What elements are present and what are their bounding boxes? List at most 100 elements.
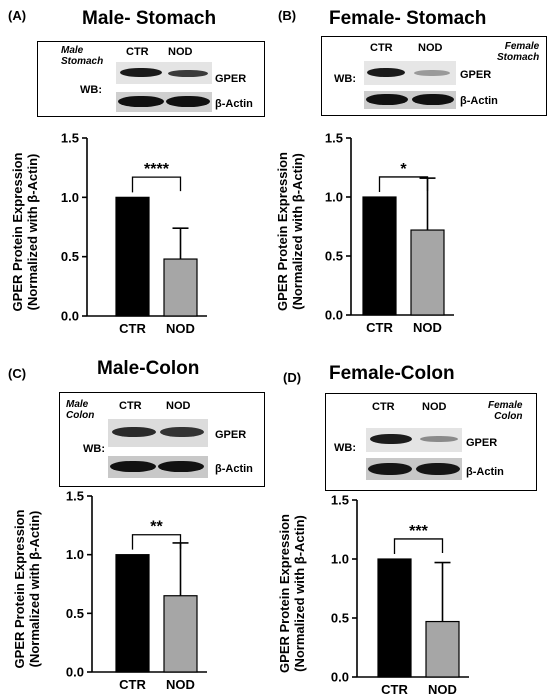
panel-label: (A) bbox=[8, 8, 27, 23]
actin-band-ctr bbox=[110, 461, 156, 472]
x-tick-label: CTR bbox=[366, 320, 393, 335]
y-tick-label: 1.0 bbox=[325, 190, 343, 205]
nod-lane-label: NOD bbox=[422, 401, 447, 413]
actin-band-nod bbox=[158, 461, 204, 472]
y-axis-title: GPER Protein Expression bbox=[12, 509, 27, 668]
y-axis-subtitle: (Normalized with β-Actin) bbox=[27, 511, 42, 668]
significance-stars: * bbox=[400, 161, 407, 178]
actin-band-ctr bbox=[118, 96, 164, 107]
actin-band-nod bbox=[412, 94, 454, 105]
nod-lane-label: NOD bbox=[166, 400, 191, 412]
y-tick-label: 1.0 bbox=[331, 552, 349, 567]
y-axis-title: GPER Protein Expression bbox=[10, 152, 25, 311]
y-axis-subtitle: (Normalized with β-Actin) bbox=[290, 153, 305, 310]
wb-label: WB: bbox=[83, 443, 105, 455]
actin-label: β-Actin bbox=[466, 466, 504, 478]
gper-label: GPER bbox=[460, 69, 492, 81]
western-blot: Male Stomach CTR NOD WB: GPER β-Actin bbox=[37, 41, 265, 117]
y-tick-label: 1.5 bbox=[66, 489, 84, 504]
western-blot: Male Colon CTR NOD WB: GPER β-Actin bbox=[59, 392, 265, 487]
western-blot: CTR NOD Female Stomach WB: GPER β-Actin bbox=[321, 36, 547, 116]
tissue-label: Male Stomach bbox=[61, 45, 104, 67]
tissue-label: Male Colon bbox=[66, 399, 95, 421]
significance-stars: **** bbox=[144, 161, 170, 178]
y-tick-label: 0.0 bbox=[325, 308, 343, 323]
y-tick-label: 1.5 bbox=[61, 131, 79, 146]
significance-bracket bbox=[131, 534, 182, 550]
panel-title: Male- Stomach bbox=[82, 8, 217, 29]
significance-bracket bbox=[393, 538, 444, 554]
x-tick-label: CTR bbox=[119, 677, 146, 692]
ctr-lane-label: CTR bbox=[126, 46, 149, 58]
y-tick-label: 1.0 bbox=[66, 547, 84, 562]
panel-d: (D) Female-Colon CTR NOD Female Colon WB:… bbox=[275, 348, 550, 695]
bar-ctr bbox=[115, 196, 150, 317]
actin-band-ctr bbox=[366, 94, 408, 105]
bar-chart: 0.0 0.5 1.0 1.5 GPER Protein Expression (Norm… bbox=[277, 493, 469, 695]
bar-chart: 0.0 0.5 1.0 1.5 GPER Protein Expression (Norm… bbox=[10, 131, 207, 336]
y-tick-label: 1.0 bbox=[61, 190, 79, 205]
nod-lane-label: NOD bbox=[418, 42, 443, 54]
actin-label: β-Actin bbox=[460, 95, 498, 107]
bar-ctr bbox=[362, 196, 397, 316]
bar-chart: 0.0 0.5 1.0 1.5 GPER Protein Expression (Norm… bbox=[275, 131, 454, 335]
panel-b: (B) Female- Stomach CTR NOD Female Stomac… bbox=[275, 0, 550, 347]
actin-label: β-Actin bbox=[215, 98, 253, 110]
gper-label: GPER bbox=[215, 73, 247, 85]
tissue-label: Female Colon bbox=[488, 400, 523, 422]
gper-band-nod bbox=[160, 427, 204, 437]
actin-label: β-Actin bbox=[215, 463, 253, 475]
western-blot: CTR NOD Female Colon WB: GPER β-Actin bbox=[325, 393, 537, 491]
y-axis-title: GPER Protein Expression bbox=[277, 514, 292, 673]
bar-ctr bbox=[115, 554, 150, 673]
y-tick-label: 0.5 bbox=[331, 611, 349, 626]
bar-ctr bbox=[377, 558, 412, 678]
y-axis-title: GPER Protein Expression bbox=[275, 152, 290, 311]
panel-a: (A) Male- Stomach Male Stomach CTR NOD WB… bbox=[0, 0, 275, 347]
significance-stars: *** bbox=[409, 523, 428, 540]
gper-label: GPER bbox=[215, 429, 247, 441]
y-tick-label: 0.0 bbox=[331, 670, 349, 685]
panel-label: (B) bbox=[278, 8, 297, 23]
wb-label: WB: bbox=[334, 73, 356, 85]
bar-nod bbox=[425, 620, 460, 678]
gper-band-ctr bbox=[112, 427, 156, 437]
panel-title: Female- Stomach bbox=[329, 8, 487, 29]
y-tick-label: 1.5 bbox=[331, 493, 349, 508]
gper-band-nod bbox=[414, 70, 450, 76]
wb-label: WB: bbox=[334, 442, 356, 454]
bar-nod bbox=[163, 595, 198, 673]
y-tick-label: 0.0 bbox=[61, 309, 79, 324]
y-axis-subtitle: (Normalized with β-Actin) bbox=[292, 515, 307, 672]
panel-title: Male-Colon bbox=[97, 358, 200, 379]
significance-stars: ** bbox=[150, 519, 163, 536]
actin-band-ctr bbox=[368, 463, 412, 475]
gper-band-nod bbox=[168, 70, 208, 77]
x-tick-label: NOD bbox=[166, 677, 195, 692]
panel-title: Female-Colon bbox=[329, 363, 455, 384]
x-tick-label: CTR bbox=[119, 321, 146, 336]
tissue-label: Female Stomach bbox=[497, 41, 540, 63]
ctr-lane-label: CTR bbox=[372, 401, 395, 413]
significance-bracket bbox=[378, 176, 429, 192]
gper-band-ctr bbox=[370, 434, 412, 444]
x-tick-label: NOD bbox=[413, 320, 442, 335]
y-tick-label: 0.0 bbox=[66, 665, 84, 680]
y-tick-label: 0.5 bbox=[66, 606, 84, 621]
gper-blot-strip bbox=[116, 62, 212, 84]
actin-band-nod bbox=[416, 463, 460, 475]
gper-label: GPER bbox=[466, 437, 498, 449]
x-tick-label: NOD bbox=[166, 321, 195, 336]
gper-band-nod bbox=[420, 436, 458, 442]
y-tick-label: 1.5 bbox=[325, 131, 343, 146]
ctr-lane-label: CTR bbox=[370, 42, 393, 54]
y-tick-label: 0.5 bbox=[325, 249, 343, 264]
y-axis-subtitle: (Normalized with β-Actin) bbox=[25, 154, 40, 311]
gper-band-ctr bbox=[367, 68, 405, 77]
panel-label: (C) bbox=[8, 366, 27, 381]
panel-c: (C) Male-Colon Male Colon CTR NOD WB: GPE… bbox=[0, 348, 275, 695]
bar-nod bbox=[410, 229, 445, 316]
y-tick-label: 0.5 bbox=[61, 249, 79, 264]
bar-chart: 0.0 0.5 1.0 1.5 GPER Protein Expression (Norm… bbox=[12, 489, 207, 692]
significance-bracket bbox=[131, 176, 182, 193]
